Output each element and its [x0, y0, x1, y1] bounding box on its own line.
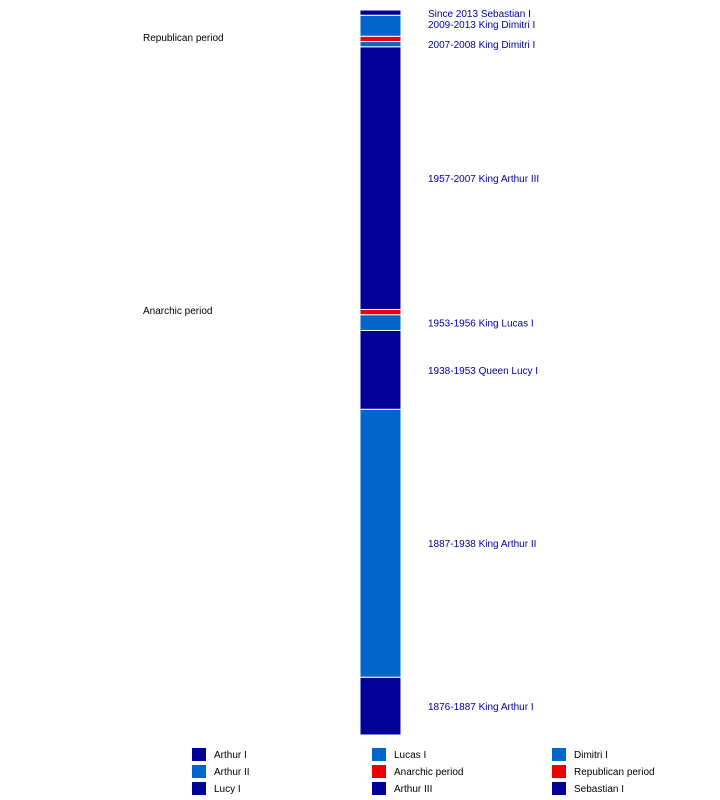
bar-segment-lucas-i-1953 — [359, 314, 402, 331]
legend-swatch-sebastian-i — [552, 782, 566, 795]
legend-swatch-arthur-i — [192, 748, 206, 761]
legend-swatch-lucy-i — [192, 782, 206, 795]
period-label-anarchic-period: Anarchic period — [143, 306, 212, 317]
legend-label-arthur-ii: Arthur II — [214, 767, 250, 778]
legend-swatch-arthur-ii — [192, 765, 206, 778]
legend-label-republican-period: Republican period — [574, 767, 655, 778]
period-label-republican-period: Republican period — [143, 33, 224, 44]
legend-label-arthur-iii: Arthur III — [394, 784, 432, 795]
legend-label-lucas-i: Lucas I — [394, 750, 426, 761]
legend: Arthur I Lucas I Dimitri I Arthur II Anarchi… — [192, 748, 655, 795]
legend-swatch-lucas-i — [372, 748, 386, 761]
bar-segment-sebastian-i-2013 — [359, 9, 402, 16]
reign-label-dimitri-i-2009: 2009-2013 King Dimitri I — [428, 20, 535, 31]
legend-label-anarchic-period: Anarchic period — [394, 767, 463, 778]
reign-label-arthur-ii-1887: 1887-1938 King Arthur II — [428, 539, 536, 550]
timeline-bar — [359, 9, 402, 736]
bar-segment-republican-period-2008 — [359, 35, 402, 43]
legend-label-sebastian-i: Sebastian I — [574, 784, 624, 795]
bar-segment-anarchic-period-1956 — [359, 308, 402, 316]
reign-label-arthur-i-1876: 1876-1887 King Arthur I — [428, 702, 534, 713]
period-labels: Republican period Anarchic period — [143, 33, 224, 317]
bar-segment-lucy-i-1938 — [359, 329, 402, 410]
reign-label-lucy-i-1938: 1938-1953 Queen Lucy I — [428, 366, 538, 377]
bar-segment-dimitri-i-2009 — [359, 14, 402, 37]
bar-segment-arthur-i-1876 — [359, 676, 402, 736]
reign-label-lucas-i-1953: 1953-1956 King Lucas I — [428, 319, 534, 330]
reign-label-dimitri-i-2007: 2007-2008 King Dimitri I — [428, 40, 535, 51]
bar-segment-dimitri-i-2007 — [359, 41, 402, 48]
legend-swatch-republican-period — [552, 765, 566, 778]
legend-swatch-anarchic-period — [372, 765, 386, 778]
legend-label-lucy-i: Lucy I — [214, 784, 241, 795]
legend-swatch-arthur-iii — [372, 782, 386, 795]
legend-swatch-dimitri-i — [552, 748, 566, 761]
bar-segment-arthur-ii-1887 — [359, 408, 402, 678]
reign-labels: 1876-1887 King Arthur I 1887-1938 King Ar… — [428, 9, 539, 713]
reign-label-sebastian-i-2013: Since 2013 Sebastian I — [428, 9, 531, 20]
legend-label-dimitri-i: Dimitri I — [574, 750, 608, 761]
legend-label-arthur-i: Arthur I — [214, 750, 247, 761]
reign-label-arthur-iii-1957: 1957-2007 King Arthur III — [428, 174, 539, 185]
bar-segment-arthur-iii-1957 — [359, 46, 402, 310]
